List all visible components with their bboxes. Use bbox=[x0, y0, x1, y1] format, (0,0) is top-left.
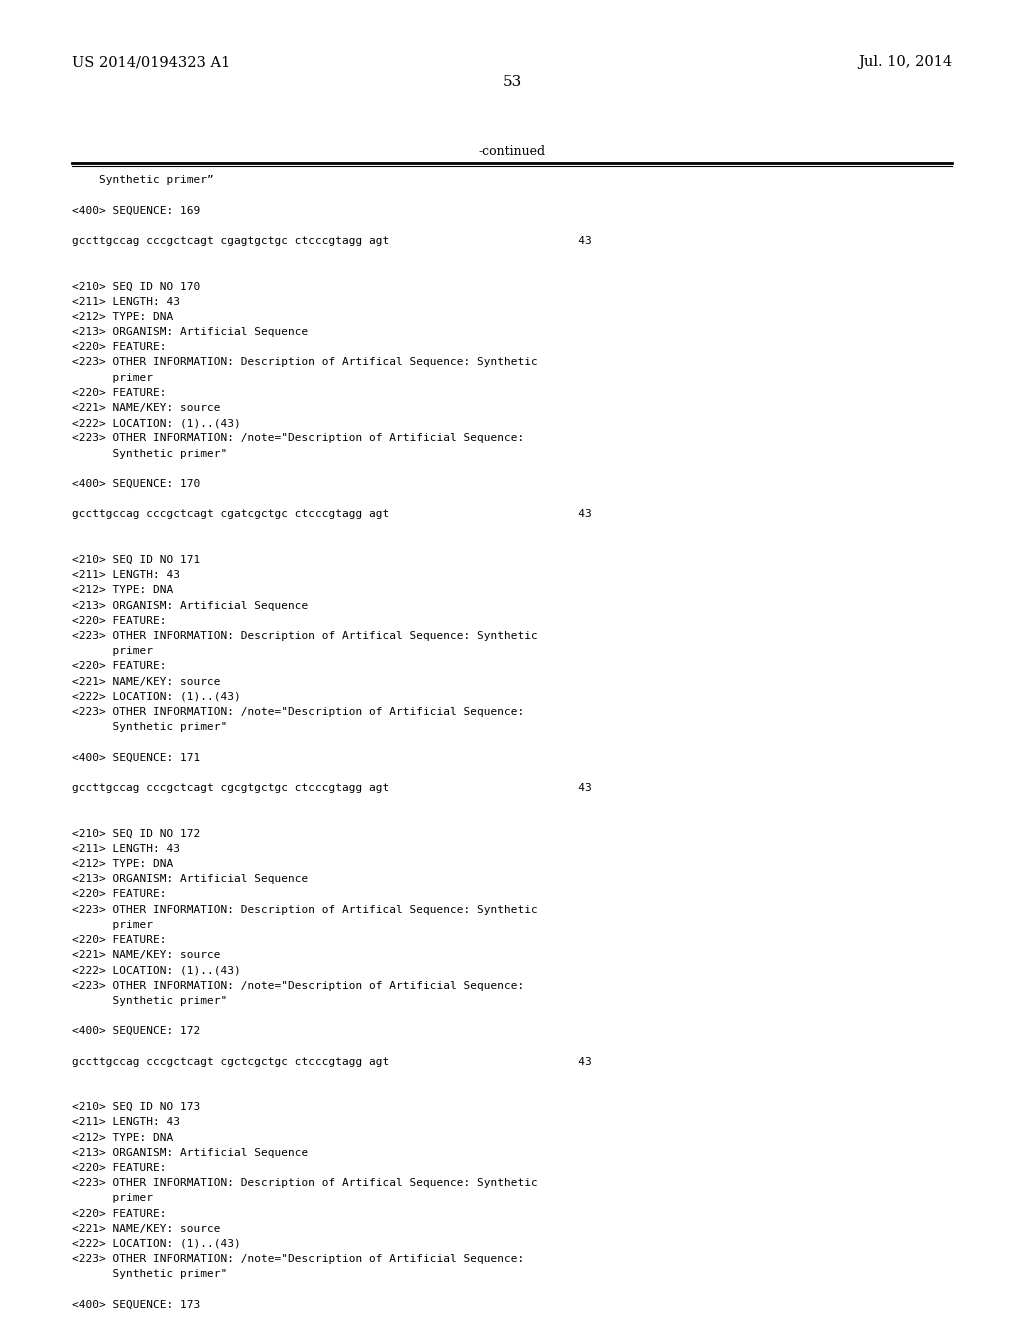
Text: <220> FEATURE:: <220> FEATURE: bbox=[72, 342, 167, 352]
Text: <223> OTHER INFORMATION: Description of Artifical Sequence: Synthetic: <223> OTHER INFORMATION: Description of … bbox=[72, 904, 538, 915]
Text: <212> TYPE: DNA: <212> TYPE: DNA bbox=[72, 1133, 173, 1143]
Text: <213> ORGANISM: Artificial Sequence: <213> ORGANISM: Artificial Sequence bbox=[72, 601, 308, 611]
Text: Synthetic primer": Synthetic primer" bbox=[72, 722, 227, 733]
Text: <220> FEATURE:: <220> FEATURE: bbox=[72, 661, 167, 672]
Text: primer: primer bbox=[72, 1193, 153, 1204]
Text: <400> SEQUENCE: 171: <400> SEQUENCE: 171 bbox=[72, 752, 201, 763]
Text: <212> TYPE: DNA: <212> TYPE: DNA bbox=[72, 859, 173, 869]
Text: <221> NAME/KEY: source: <221> NAME/KEY: source bbox=[72, 403, 220, 413]
Text: <212> TYPE: DNA: <212> TYPE: DNA bbox=[72, 585, 173, 595]
Text: <220> FEATURE:: <220> FEATURE: bbox=[72, 388, 167, 397]
Text: <221> NAME/KEY: source: <221> NAME/KEY: source bbox=[72, 677, 220, 686]
Text: <223> OTHER INFORMATION: Description of Artifical Sequence: Synthetic: <223> OTHER INFORMATION: Description of … bbox=[72, 358, 538, 367]
Text: <210> SEQ ID NO 170: <210> SEQ ID NO 170 bbox=[72, 281, 201, 292]
Text: gccttgccag cccgctcagt cgctcgctgc ctcccgtagg agt                            43: gccttgccag cccgctcagt cgctcgctgc ctcccgt… bbox=[72, 1056, 592, 1067]
Text: Synthetic primer": Synthetic primer" bbox=[72, 449, 227, 458]
Text: <211> LENGTH: 43: <211> LENGTH: 43 bbox=[72, 843, 180, 854]
Text: <220> FEATURE:: <220> FEATURE: bbox=[72, 890, 167, 899]
Text: <210> SEQ ID NO 171: <210> SEQ ID NO 171 bbox=[72, 554, 201, 565]
Text: <222> LOCATION: (1)..(43): <222> LOCATION: (1)..(43) bbox=[72, 965, 241, 975]
Text: <220> FEATURE:: <220> FEATURE: bbox=[72, 1209, 167, 1218]
Text: gccttgccag cccgctcagt cgagtgctgc ctcccgtagg agt                            43: gccttgccag cccgctcagt cgagtgctgc ctcccgt… bbox=[72, 236, 592, 246]
Text: <222> LOCATION: (1)..(43): <222> LOCATION: (1)..(43) bbox=[72, 692, 241, 702]
Text: <400> SEQUENCE: 173: <400> SEQUENCE: 173 bbox=[72, 1300, 201, 1309]
Text: <223> OTHER INFORMATION: /note="Description of Artificial Sequence:: <223> OTHER INFORMATION: /note="Descript… bbox=[72, 708, 524, 717]
Text: <213> ORGANISM: Artificial Sequence: <213> ORGANISM: Artificial Sequence bbox=[72, 1148, 308, 1158]
Text: <221> NAME/KEY: source: <221> NAME/KEY: source bbox=[72, 1224, 220, 1234]
Text: <222> LOCATION: (1)..(43): <222> LOCATION: (1)..(43) bbox=[72, 1239, 241, 1249]
Text: <211> LENGTH: 43: <211> LENGTH: 43 bbox=[72, 570, 180, 581]
Text: <210> SEQ ID NO 173: <210> SEQ ID NO 173 bbox=[72, 1102, 201, 1113]
Text: 53: 53 bbox=[503, 75, 521, 88]
Text: <212> TYPE: DNA: <212> TYPE: DNA bbox=[72, 312, 173, 322]
Text: <223> OTHER INFORMATION: /note="Description of Artificial Sequence:: <223> OTHER INFORMATION: /note="Descript… bbox=[72, 981, 524, 990]
Text: Jul. 10, 2014: Jul. 10, 2014 bbox=[858, 55, 952, 69]
Text: <220> FEATURE:: <220> FEATURE: bbox=[72, 1163, 167, 1173]
Text: <211> LENGTH: 43: <211> LENGTH: 43 bbox=[72, 1118, 180, 1127]
Text: <213> ORGANISM: Artificial Sequence: <213> ORGANISM: Artificial Sequence bbox=[72, 874, 308, 884]
Text: US 2014/0194323 A1: US 2014/0194323 A1 bbox=[72, 55, 230, 69]
Text: <222> LOCATION: (1)..(43): <222> LOCATION: (1)..(43) bbox=[72, 418, 241, 428]
Text: <223> OTHER INFORMATION: Description of Artifical Sequence: Synthetic: <223> OTHER INFORMATION: Description of … bbox=[72, 631, 538, 642]
Text: <223> OTHER INFORMATION: Description of Artifical Sequence: Synthetic: <223> OTHER INFORMATION: Description of … bbox=[72, 1179, 538, 1188]
Text: <400> SEQUENCE: 170: <400> SEQUENCE: 170 bbox=[72, 479, 201, 488]
Text: <400> SEQUENCE: 169: <400> SEQUENCE: 169 bbox=[72, 206, 201, 215]
Text: gccttgccag cccgctcagt cgatcgctgc ctcccgtagg agt                            43: gccttgccag cccgctcagt cgatcgctgc ctcccgt… bbox=[72, 510, 592, 519]
Text: Synthetic primer": Synthetic primer" bbox=[72, 995, 227, 1006]
Text: primer: primer bbox=[72, 647, 153, 656]
Text: <213> ORGANISM: Artificial Sequence: <213> ORGANISM: Artificial Sequence bbox=[72, 327, 308, 337]
Text: <400> SEQUENCE: 172: <400> SEQUENCE: 172 bbox=[72, 1026, 201, 1036]
Text: <210> SEQ ID NO 172: <210> SEQ ID NO 172 bbox=[72, 829, 201, 838]
Text: <221> NAME/KEY: source: <221> NAME/KEY: source bbox=[72, 950, 220, 960]
Text: Synthetic primer": Synthetic primer" bbox=[72, 1270, 227, 1279]
Text: <223> OTHER INFORMATION: /note="Description of Artificial Sequence:: <223> OTHER INFORMATION: /note="Descript… bbox=[72, 433, 524, 444]
Text: -continued: -continued bbox=[478, 145, 546, 158]
Text: gccttgccag cccgctcagt cgcgtgctgc ctcccgtagg agt                            43: gccttgccag cccgctcagt cgcgtgctgc ctcccgt… bbox=[72, 783, 592, 793]
Text: <220> FEATURE:: <220> FEATURE: bbox=[72, 935, 167, 945]
Text: primer: primer bbox=[72, 372, 153, 383]
Text: <211> LENGTH: 43: <211> LENGTH: 43 bbox=[72, 297, 180, 306]
Text: primer: primer bbox=[72, 920, 153, 929]
Text: <220> FEATURE:: <220> FEATURE: bbox=[72, 616, 167, 626]
Text: Synthetic primer”: Synthetic primer” bbox=[72, 176, 214, 185]
Text: <223> OTHER INFORMATION: /note="Description of Artificial Sequence:: <223> OTHER INFORMATION: /note="Descript… bbox=[72, 1254, 524, 1265]
